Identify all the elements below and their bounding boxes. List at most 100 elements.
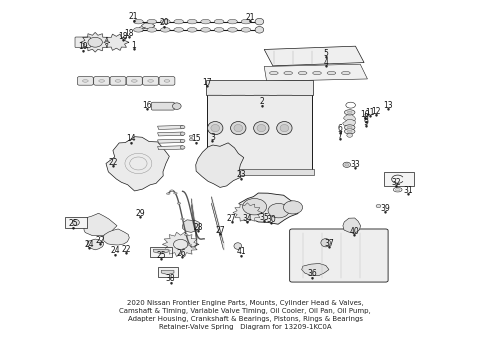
Text: 22: 22 <box>108 158 118 167</box>
Ellipse shape <box>73 220 79 225</box>
Ellipse shape <box>161 19 170 24</box>
Text: 18: 18 <box>124 28 134 37</box>
FancyBboxPatch shape <box>207 82 312 171</box>
Text: 32: 32 <box>392 177 401 186</box>
Ellipse shape <box>166 193 170 194</box>
Ellipse shape <box>321 239 330 247</box>
Ellipse shape <box>192 247 196 248</box>
Text: 24: 24 <box>84 240 94 249</box>
Text: 41: 41 <box>236 247 246 256</box>
Ellipse shape <box>189 135 193 137</box>
Ellipse shape <box>284 71 293 75</box>
Ellipse shape <box>187 19 197 24</box>
Polygon shape <box>233 203 262 222</box>
Text: 15: 15 <box>191 134 201 143</box>
Ellipse shape <box>211 125 220 132</box>
Text: 2020 Nissan Frontier Engine Parts, Mounts, Cylinder Head & Valves,
Camshaft & Ti: 2020 Nissan Frontier Engine Parts, Mount… <box>119 300 371 329</box>
FancyBboxPatch shape <box>143 77 159 85</box>
Ellipse shape <box>241 19 251 24</box>
Polygon shape <box>302 264 329 275</box>
Text: 22: 22 <box>95 236 105 245</box>
Text: 27: 27 <box>227 214 236 223</box>
Ellipse shape <box>228 27 237 32</box>
Ellipse shape <box>82 80 88 82</box>
Ellipse shape <box>345 163 349 166</box>
Polygon shape <box>106 137 170 191</box>
Text: 7: 7 <box>338 131 343 140</box>
Ellipse shape <box>187 27 197 32</box>
FancyBboxPatch shape <box>150 247 172 257</box>
Text: 8: 8 <box>364 113 368 122</box>
Text: 38: 38 <box>166 274 175 283</box>
Ellipse shape <box>177 203 181 204</box>
Text: 24: 24 <box>111 247 120 256</box>
Text: 14: 14 <box>126 134 136 143</box>
Polygon shape <box>264 64 368 81</box>
Ellipse shape <box>180 139 185 143</box>
Ellipse shape <box>174 27 184 32</box>
Polygon shape <box>162 232 199 257</box>
FancyBboxPatch shape <box>151 102 174 110</box>
Polygon shape <box>103 229 129 245</box>
Text: 17: 17 <box>202 78 211 87</box>
Ellipse shape <box>255 27 264 33</box>
Text: 13: 13 <box>383 101 393 110</box>
Polygon shape <box>158 146 184 150</box>
Ellipse shape <box>395 189 400 191</box>
Ellipse shape <box>347 111 352 113</box>
Text: 22: 22 <box>121 245 131 254</box>
Ellipse shape <box>228 19 237 24</box>
Ellipse shape <box>148 80 153 82</box>
Ellipse shape <box>172 103 181 109</box>
FancyBboxPatch shape <box>65 217 87 228</box>
Ellipse shape <box>147 19 157 24</box>
Text: 25: 25 <box>68 219 78 228</box>
Polygon shape <box>343 120 355 127</box>
Ellipse shape <box>214 27 224 32</box>
Ellipse shape <box>173 192 177 194</box>
Ellipse shape <box>134 19 143 24</box>
Ellipse shape <box>270 71 278 75</box>
Ellipse shape <box>347 133 353 137</box>
Polygon shape <box>141 23 155 29</box>
Text: 29: 29 <box>136 209 145 218</box>
Polygon shape <box>104 34 129 50</box>
Polygon shape <box>183 220 200 232</box>
FancyBboxPatch shape <box>159 77 175 85</box>
Text: 34: 34 <box>243 214 252 223</box>
Text: 40: 40 <box>349 227 359 236</box>
Ellipse shape <box>344 125 355 130</box>
Polygon shape <box>161 271 174 275</box>
Ellipse shape <box>255 18 264 25</box>
Polygon shape <box>81 32 110 52</box>
Ellipse shape <box>174 19 184 24</box>
Ellipse shape <box>327 71 336 75</box>
Ellipse shape <box>241 27 251 32</box>
Text: 6: 6 <box>338 124 343 133</box>
Ellipse shape <box>208 122 223 135</box>
Ellipse shape <box>280 125 289 132</box>
Ellipse shape <box>342 71 350 75</box>
FancyBboxPatch shape <box>110 77 126 85</box>
FancyBboxPatch shape <box>204 169 314 175</box>
Text: 9: 9 <box>364 118 368 127</box>
Ellipse shape <box>170 190 173 192</box>
Text: 4: 4 <box>323 58 328 67</box>
FancyBboxPatch shape <box>290 229 388 282</box>
Ellipse shape <box>268 203 289 218</box>
Ellipse shape <box>257 125 266 132</box>
Ellipse shape <box>184 234 188 235</box>
Polygon shape <box>84 213 117 236</box>
FancyBboxPatch shape <box>158 267 178 277</box>
Text: 37: 37 <box>324 239 334 248</box>
FancyBboxPatch shape <box>126 77 142 85</box>
Polygon shape <box>87 239 104 250</box>
Polygon shape <box>343 114 355 121</box>
Text: 21: 21 <box>245 13 254 22</box>
FancyBboxPatch shape <box>94 77 110 85</box>
Ellipse shape <box>376 204 381 208</box>
Ellipse shape <box>283 201 303 214</box>
Text: 19: 19 <box>78 42 88 51</box>
Text: 16: 16 <box>142 101 151 110</box>
Text: 5: 5 <box>323 49 328 58</box>
